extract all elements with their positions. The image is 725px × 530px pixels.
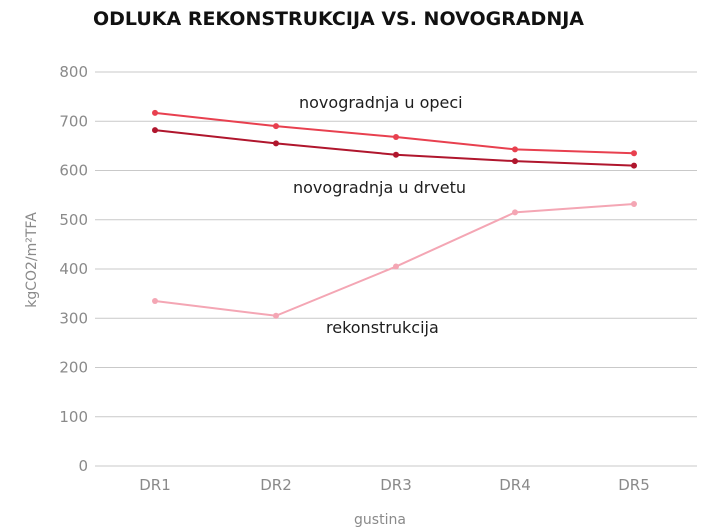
data-point-novogradnja-u-opeci-dr2 (273, 123, 279, 130)
x-tick-label-dr1: DR1 (139, 476, 171, 494)
data-point-novogradnja-u-drvetu-dr2 (273, 140, 279, 147)
series-line-novogradnja-u-opeci (154, 111, 635, 155)
y-axis-ticks: 0 100 200 300 400 500 600 700 800 (59, 63, 88, 475)
data-point-novogradnja-u-opeci-dr3 (393, 134, 399, 141)
data-point-novogradnja-u-drvetu-dr4 (512, 158, 518, 165)
y-tick-label: 700 (59, 112, 88, 130)
x-tick-label-dr5: DR5 (618, 476, 650, 494)
data-point-novogradnja-u-drvetu-dr1 (152, 127, 158, 134)
data-point-novogradnja-u-drvetu-dr5 (631, 162, 637, 169)
data-point-rekonstrukcija-dr5 (631, 200, 637, 207)
data-point-novogradnja-u-opeci-dr1 (152, 109, 158, 116)
series-label-novogradnja-u-drvetu: novogradnja u drvetu (293, 178, 466, 197)
x-tick-label-dr4: DR4 (499, 476, 531, 494)
y-tick-label: 300 (59, 309, 88, 327)
y-axis-label: kgCO2/m²TFA (24, 212, 40, 308)
data-point-novogradnja-u-drvetu-dr3 (393, 151, 399, 158)
data-point-rekonstrukcija-dr3 (393, 263, 399, 270)
y-tick-label: 800 (59, 63, 88, 81)
series-novogradnja-u-opeci (152, 109, 637, 157)
x-axis-ticks: DR1 DR2 DR3 DR4 DR5 (139, 476, 650, 494)
y-tick-label: 400 (59, 260, 88, 278)
series-novogradnja-u-drvetu (152, 127, 637, 169)
data-point-rekonstrukcija-dr1 (152, 298, 158, 305)
data-point-rekonstrukcija-dr4 (512, 209, 518, 216)
y-tick-label: 0 (78, 457, 88, 475)
series-label-novogradnja-u-opeci: novogradnja u opeci (299, 93, 463, 112)
data-point-novogradnja-u-opeci-dr4 (512, 146, 518, 153)
y-tick-label: 500 (59, 211, 88, 229)
y-tick-label: 100 (59, 408, 88, 426)
data-point-novogradnja-u-opeci-dr5 (631, 150, 637, 157)
chart-title: ODLUKA REKONSTRUKCIJA VS. NOVOGRADNJA (93, 8, 584, 30)
y-tick-label: 600 (59, 162, 88, 180)
x-axis-label: gustina (354, 512, 406, 528)
series-rekonstrukcija (152, 200, 637, 319)
series-lines (152, 109, 637, 319)
y-tick-label: 200 (59, 359, 88, 377)
series-label-rekonstrukcija: rekonstrukcija (326, 318, 439, 337)
x-tick-label-dr2: DR2 (260, 476, 292, 494)
data-point-rekonstrukcija-dr2 (273, 312, 279, 319)
series-labels: novogradnja u opeci novogradnja u drvetu r… (293, 93, 466, 337)
x-tick-label-dr3: DR3 (380, 476, 412, 494)
series-line-rekonstrukcija (154, 202, 635, 317)
